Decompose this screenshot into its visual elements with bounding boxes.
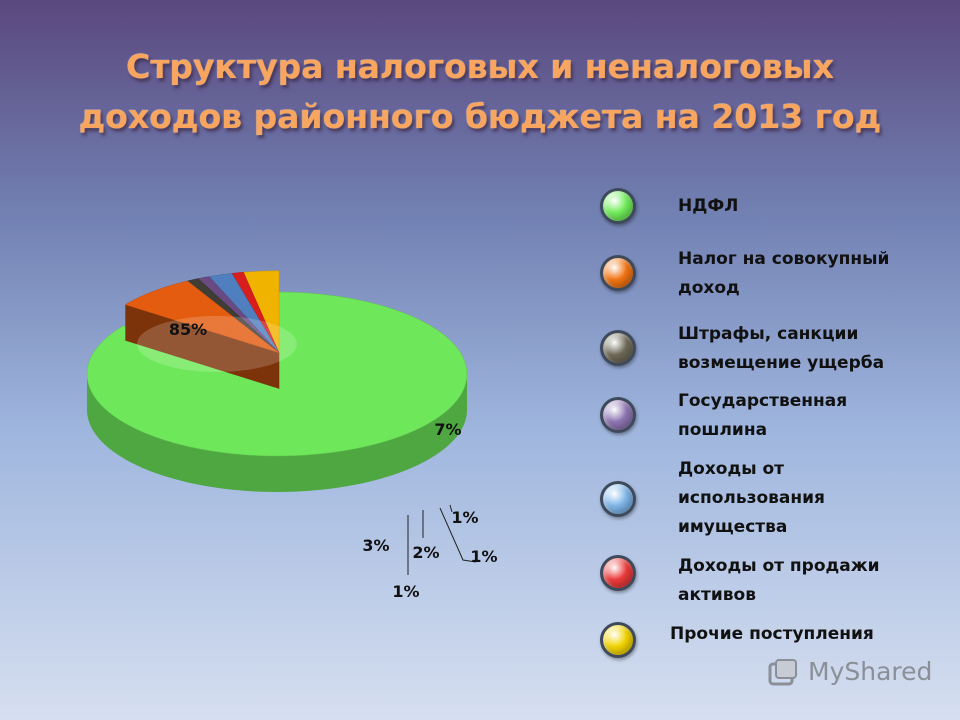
pie-slices xyxy=(86,270,468,492)
data-label-ndfl: 85% xyxy=(169,320,207,339)
legend-label-property-income: Доходы от использования имущества xyxy=(678,459,825,537)
legend-swatch-ndfl xyxy=(600,188,636,224)
legend-swatch-fines xyxy=(600,330,636,366)
pie-slice-unified-income-tax xyxy=(124,280,280,389)
pie-highlight xyxy=(137,316,297,372)
title-line-2: доходов районного бюджета на 2013 год xyxy=(78,97,882,136)
data-label-fines: 1% xyxy=(451,508,478,527)
legend-item-asset-sales: Доходы от продажи активов xyxy=(598,552,928,612)
legend-label-asset-sales: Доходы от продажи активов xyxy=(678,556,880,605)
legend-item-unified-income-tax: Налог на совокупный доход xyxy=(598,245,928,305)
legend-item-fines: Штрафы, санкции возмещение ущерба xyxy=(598,320,928,380)
pie-chart: 85% 7% 1% 1% 2% 1% 3% xyxy=(86,270,498,601)
data-label-state-duty: 1% xyxy=(470,547,497,566)
legend-swatch-unified-income-tax xyxy=(600,255,636,291)
legend-swatch-state-duty xyxy=(600,397,636,433)
legend-swatch-property-income xyxy=(600,481,636,517)
legend-item-ndfl: НДФЛ xyxy=(598,186,928,246)
data-label-other: 3% xyxy=(362,536,389,555)
leader-line-fines xyxy=(449,504,453,513)
legend-label-state-duty: Государственная пошлина xyxy=(678,391,848,440)
legend-swatch-other xyxy=(600,622,636,658)
legend-item-other: Прочие поступления xyxy=(598,620,928,680)
legend-item-property-income: Доходы от использования имущества xyxy=(598,455,928,545)
legend-item-state-duty: Государственная пошлина xyxy=(598,387,928,447)
slide-title: Структура налоговых и неналоговых доходо… xyxy=(40,42,920,142)
title-line-1: Структура налоговых и неналоговых xyxy=(126,47,834,86)
data-labels: 85% 7% 1% 1% 2% 1% 3% xyxy=(169,320,498,601)
myshared-logo-icon xyxy=(768,659,797,686)
data-label-property-income: 2% xyxy=(412,543,439,562)
data-label-asset-sales: 1% xyxy=(392,582,419,601)
leader-line-state-duty xyxy=(439,507,477,563)
legend-swatch-asset-sales xyxy=(600,555,636,591)
data-label-unified-income-tax: 7% xyxy=(434,420,461,439)
watermark-text: MyShared xyxy=(808,657,933,686)
leader-lines xyxy=(407,504,477,575)
legend-label-other: Прочие поступления xyxy=(670,624,874,644)
legend-label-ndfl: НДФЛ xyxy=(678,196,739,216)
legend-label-fines: Штрафы, санкции возмещение ущерба xyxy=(678,324,885,373)
legend-label-unified-income-tax: Налог на совокупный доход xyxy=(678,249,890,298)
